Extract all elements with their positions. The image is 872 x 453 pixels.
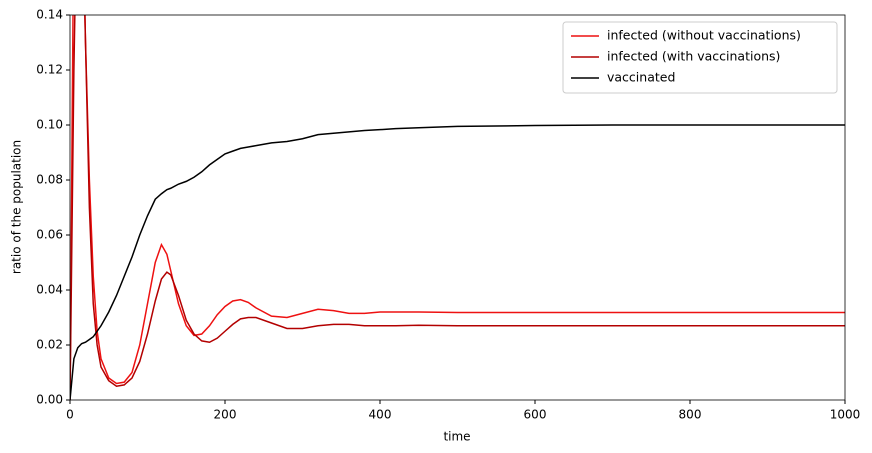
lines [70, 15, 845, 400]
axes-frame [69, 14, 846, 401]
x-tick-label: 0 [66, 408, 74, 422]
y-tick-label: 0.02 [36, 338, 63, 352]
y-tick-label: 0.00 [36, 393, 63, 407]
legend-box [562, 21, 838, 94]
x-tick-label: 200 [214, 408, 237, 422]
x-tick-label: 600 [524, 408, 547, 422]
y-tick-label: 0.10 [36, 118, 63, 132]
x-tick-label: 400 [369, 408, 392, 422]
y-tick-label: 0.06 [36, 228, 63, 242]
y-axis-label: ratio of the population [10, 140, 24, 274]
series-line [70, 15, 845, 400]
series-line [70, 124, 845, 400]
y-tick-label: 0.04 [36, 283, 63, 297]
legend-label: infected (with vaccinations) [607, 49, 780, 64]
y-tick-label: 0.08 [36, 173, 63, 187]
legend-label: infected (without vaccinations) [607, 28, 801, 43]
series-line [70, 15, 845, 400]
x-tick-label: 1000 [830, 408, 861, 422]
x-tick-label: 800 [679, 408, 702, 422]
x-axis-label: time [443, 430, 470, 444]
y-tick-label: 0.14 [36, 8, 63, 22]
legend-label: vaccinated [607, 70, 675, 85]
y-tick-label: 0.12 [36, 63, 63, 77]
